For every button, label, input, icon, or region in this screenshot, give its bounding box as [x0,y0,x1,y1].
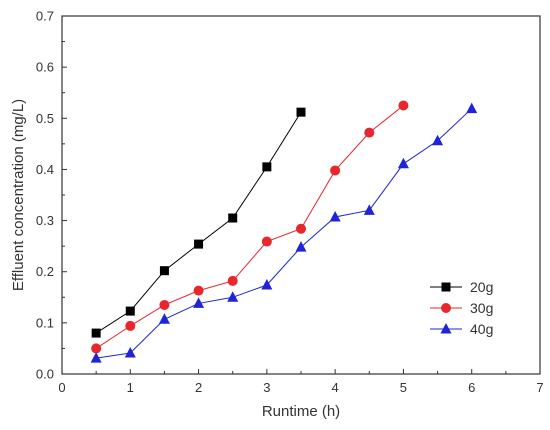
x-axis-title: Runtime (h) [262,403,340,420]
data-point [329,210,341,222]
data-point [262,162,272,172]
series-20g [91,107,306,338]
data-point [124,347,136,358]
data-point [227,291,239,302]
x-tick-label: 2 [195,380,202,395]
data-point [432,134,444,146]
data-point [397,157,409,169]
plot-frame [61,15,541,375]
y-tick-label: 0.4 [36,162,54,177]
y-tick-label: 0.0 [36,367,54,382]
y-axis-title: Effluent concentration (mg/L) [10,99,27,291]
data-point [295,241,307,252]
legend-item: 20g [430,279,493,295]
data-point [227,275,238,286]
data-point [159,266,169,276]
x-tick-label: 1 [127,380,134,395]
legend-item: 30g [430,300,493,316]
data-point [158,313,170,324]
legend-marker [441,303,451,313]
legend-item: 40g [430,321,493,337]
data-point [296,107,306,117]
x-tick-label: 4 [332,380,339,395]
data-point [159,299,170,310]
data-point [91,328,101,338]
legend: 20g 30g 40g [430,279,493,337]
data-point [363,204,375,215]
data-point [261,236,272,247]
series-line [96,108,473,359]
y-tick-label: 0.3 [36,213,54,228]
data-point [228,213,238,223]
x-tick-label: 0 [58,380,65,395]
series-layer [90,100,478,363]
data-point [90,352,102,363]
y-tick-label: 0.1 [36,315,54,330]
data-point [125,306,135,316]
legend-marker [441,282,451,292]
data-point [194,239,204,249]
y-tick-label: 0.6 [36,60,54,75]
data-point [466,102,478,114]
series-40g [90,102,478,363]
x-tick-label: 6 [468,380,475,395]
legend-label: 20g [470,279,493,295]
data-point [398,100,409,111]
data-point [261,279,273,290]
legend-label: 30g [470,300,493,316]
data-point [364,127,375,138]
data-point [125,320,136,331]
y-tick-label: 0.2 [36,264,54,279]
series-line [95,105,404,349]
x-tick-label: 5 [400,380,407,395]
data-point [193,285,204,296]
legend-label: 40g [470,321,493,337]
x-tick-label: 7 [536,380,543,395]
x-tick-label: 3 [263,380,270,395]
axes: 0 1 2 3 4 5 6 7 0.0 0.1 0.2 0.3 0.4 0.5 0.6 0.7 [36,9,544,396]
y-tick-label: 0.7 [36,9,54,24]
legend-marker [440,323,452,334]
data-point [193,297,205,308]
y-tick-label: 0.5 [36,111,54,126]
data-point [91,343,102,354]
data-point [330,165,341,176]
data-point [296,223,306,234]
series-30g [91,100,409,354]
